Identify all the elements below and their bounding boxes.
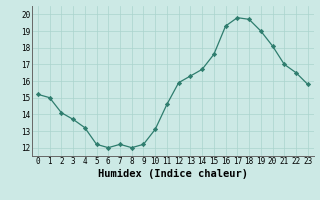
X-axis label: Humidex (Indice chaleur): Humidex (Indice chaleur)	[98, 169, 248, 179]
